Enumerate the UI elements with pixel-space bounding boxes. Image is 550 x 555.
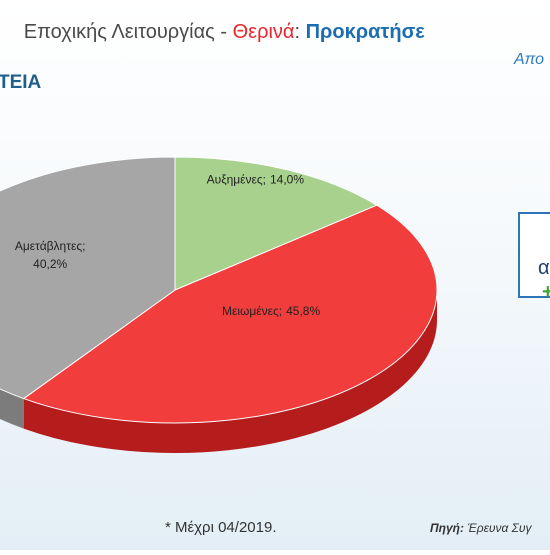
title-part: Εποχικής Λειτουργίας -: [24, 21, 233, 43]
side-box: [518, 212, 550, 298]
side-box-text: α: [538, 257, 550, 279]
slice: [22, 204, 438, 424]
subtitle: Απο: [513, 51, 544, 68]
title-part: Θερινά: [233, 21, 295, 43]
value-label: 45,8%: [286, 304, 320, 318]
title-part: :: [294, 21, 305, 43]
footnote: * Μέχρι 04/2019.: [165, 519, 276, 536]
data-label: Μειωμένες; 45,8%: [222, 304, 320, 318]
source: Πηγή: Έρευνα Συγ: [430, 521, 532, 535]
pie: Αυξημένες; 14,0% Μειωμένες; 45,8% Αμετάβλητε…: [0, 156, 438, 454]
source-label: Πηγή:: [430, 521, 464, 535]
category-label: Αυξημένες;: [207, 172, 266, 186]
data-label: Αυξημένες; 14,0%: [207, 172, 305, 186]
slice-side: [23, 290, 437, 454]
category-label: Αμετάβλητες;: [15, 239, 86, 253]
data-label: Αμετάβλητες; 40,2%: [15, 239, 86, 271]
source-text: Έρευνα Συγ: [464, 521, 533, 535]
title: Εποχικής Λειτουργίας - Θερινά: Προκρατήσ…: [0, 21, 441, 43]
value-label: 14,0%: [270, 172, 304, 186]
slice-side: [0, 388, 24, 429]
side-box-text: +: [542, 281, 550, 303]
category-label: Μειωμένες;: [222, 304, 282, 318]
slice: [0, 156, 176, 400]
title-part: Προκρατήσε: [306, 21, 426, 43]
section-title: ΤΕΙΑ: [0, 72, 42, 93]
slice: [174, 156, 378, 291]
value-label: 40,2%: [33, 257, 67, 271]
